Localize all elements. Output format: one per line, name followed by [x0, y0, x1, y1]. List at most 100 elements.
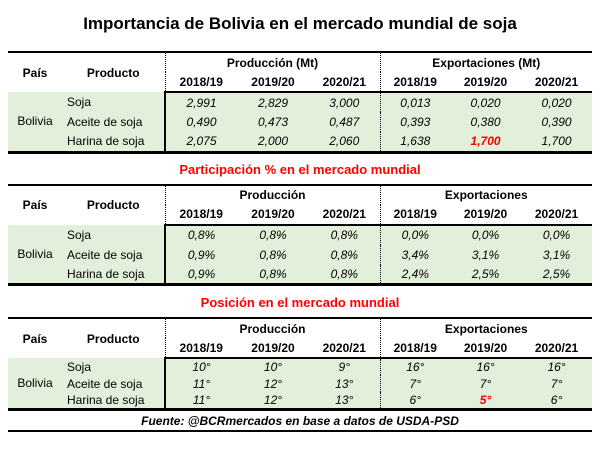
source-note: Fuente: @BCRmercados en base a datos de …	[8, 411, 592, 432]
value-cell: 3,1%	[542, 247, 571, 262]
value-cell: 0,8%	[259, 266, 287, 281]
value-cell: 12°	[263, 376, 283, 391]
highlighted-value-cell: 1,700	[470, 134, 501, 149]
production-group-header: Producción	[164, 318, 381, 338]
value-cell: 0,9%	[164, 244, 237, 265]
exports-group-header: Exportaciones (Mt)	[379, 52, 593, 72]
value-cell: 7°	[550, 376, 563, 391]
table-row: País Producto Producción Exportaciones	[8, 318, 593, 346]
table-row: 2018/19 2019/20 2020/21 2018/19 2019/20 …	[8, 204, 593, 226]
table-row: Bolivia Soja 2,991 2,829 3,000 0,013 0,0…	[8, 92, 593, 128]
value-cell: 0,8%	[330, 247, 358, 262]
product-cell: Soja	[67, 95, 92, 109]
value-cell: 9°	[338, 360, 350, 374]
product-cell: Aceite de soja	[67, 115, 143, 129]
table-production-exports: País Producto Producción (Mt) Exportacio…	[8, 51, 593, 154]
value-cell: 0,0%	[379, 224, 451, 245]
year-header: 2019/20	[450, 72, 522, 93]
value-cell: 7°	[479, 376, 492, 391]
value-cell: 0,8%	[259, 228, 287, 242]
value-cell: 16°	[547, 360, 566, 374]
table-row: Harina de soja 2,075 2,000 2,060 1,638 1…	[8, 132, 593, 152]
value-cell: 1,638	[379, 132, 451, 152]
year-header: 2018/19	[379, 72, 451, 93]
page-title: Importancia de Bolivia en el mercado mun…	[83, 14, 517, 33]
value-cell: 13°	[335, 392, 354, 407]
value-cell: 10°	[263, 360, 283, 374]
value-cell: 0,8%	[164, 224, 237, 245]
product-cell: Harina de soja	[67, 266, 145, 281]
table-row: Aceite de soja 0,490 0,473 0,487 0,393 0…	[8, 112, 593, 132]
product-column-header: Producto	[86, 198, 140, 212]
value-cell: 2,000	[257, 134, 289, 149]
product-cell: Aceite de soja	[67, 376, 143, 391]
country-column-header: País	[22, 331, 48, 346]
section-title-market-position: Posición en el mercado mundial	[200, 295, 400, 310]
value-cell: 1,700	[541, 134, 572, 149]
year-header: 2020/21	[521, 204, 593, 226]
exports-group-header: Exportaciones	[379, 184, 593, 205]
product-cell: Soja	[67, 359, 92, 374]
value-cell: 11°	[164, 375, 237, 392]
product-cell: Harina de soja	[67, 392, 145, 407]
value-cell: 12°	[263, 392, 283, 407]
table-row: Aceite de soja 0,9% 0,8% 0,8% 3,4% 3,1% …	[8, 244, 593, 265]
year-header: 2020/21	[309, 72, 381, 93]
year-header: 2019/20	[450, 204, 522, 226]
value-cell: 0,8%	[330, 266, 358, 281]
value-cell: 0,013	[379, 92, 451, 112]
value-cell: 0,8%	[259, 247, 287, 262]
value-cell: 2,5%	[471, 266, 500, 281]
value-cell: 0,020	[470, 95, 501, 110]
value-cell: 2,075	[164, 132, 237, 152]
value-cell: 0,8%	[330, 228, 358, 242]
year-header: 2019/20	[237, 72, 309, 93]
table-row: Aceite de soja 11° 12° 13° 7° 7° 7°	[8, 375, 593, 392]
value-cell: 7°	[379, 375, 451, 392]
product-cell: Harina de soja	[67, 134, 145, 149]
year-header: 2020/21	[309, 338, 381, 359]
year-header: 2020/21	[521, 72, 593, 93]
value-cell: 3,1%	[471, 247, 500, 262]
value-cell: 2,5%	[542, 266, 571, 281]
table-row: Harina de soja 11° 12° 13° 6° 5° 6°	[8, 392, 593, 409]
value-cell: 0,487	[329, 115, 360, 129]
year-header: 2019/20	[450, 338, 522, 359]
production-group-header: Producción (Mt)	[164, 52, 381, 72]
country-column-header: País	[22, 198, 48, 212]
value-cell: 2,4%	[379, 264, 451, 285]
value-cell: 16°	[476, 360, 495, 374]
country-cell: Bolivia	[17, 114, 53, 129]
value-cell: 10°	[164, 358, 237, 375]
year-header: 2018/19	[164, 204, 237, 226]
page: Importancia de Bolivia en el mercado mun…	[8, 14, 593, 432]
value-cell: 13°	[335, 376, 354, 391]
product-column-header: Producto	[86, 331, 140, 346]
table-row: 2018/19 2019/20 2020/21 2018/19 2019/20 …	[8, 72, 593, 93]
exports-group-header: Exportaciones	[379, 318, 593, 338]
value-cell: 0,0%	[542, 228, 571, 242]
country-cell: Bolivia	[17, 375, 53, 390]
value-cell: 3,4%	[379, 244, 451, 265]
value-cell: 3,000	[329, 95, 360, 110]
production-group-header: Producción	[164, 184, 381, 205]
value-cell: 0,490	[164, 112, 237, 132]
year-header: 2018/19	[164, 338, 237, 359]
year-header: 2018/19	[164, 72, 237, 93]
table-market-share: País Producto Producción Exportaciones 2…	[8, 183, 593, 286]
value-cell: 6°	[550, 392, 563, 407]
table-row: País Producto Producción (Mt) Exportacio…	[8, 52, 593, 80]
value-cell: 16°	[379, 358, 451, 375]
value-cell: 0,473	[257, 115, 289, 129]
value-cell: 0,9%	[164, 264, 237, 285]
country-cell: Bolivia	[17, 246, 53, 261]
year-header: 2020/21	[309, 204, 381, 226]
table-row: Harina de soja 0,9% 0,8% 0,8% 2,4% 2,5% …	[8, 264, 593, 285]
year-header: 2018/19	[379, 338, 451, 359]
table-row: País Producto Producción Exportaciones	[8, 184, 593, 212]
product-cell: Soja	[67, 227, 92, 242]
table-market-position: País Producto Producción Exportaciones 2…	[8, 317, 593, 411]
year-header: 2019/20	[237, 204, 309, 226]
year-header: 2019/20	[237, 338, 309, 359]
product-cell: Aceite de soja	[67, 247, 143, 262]
